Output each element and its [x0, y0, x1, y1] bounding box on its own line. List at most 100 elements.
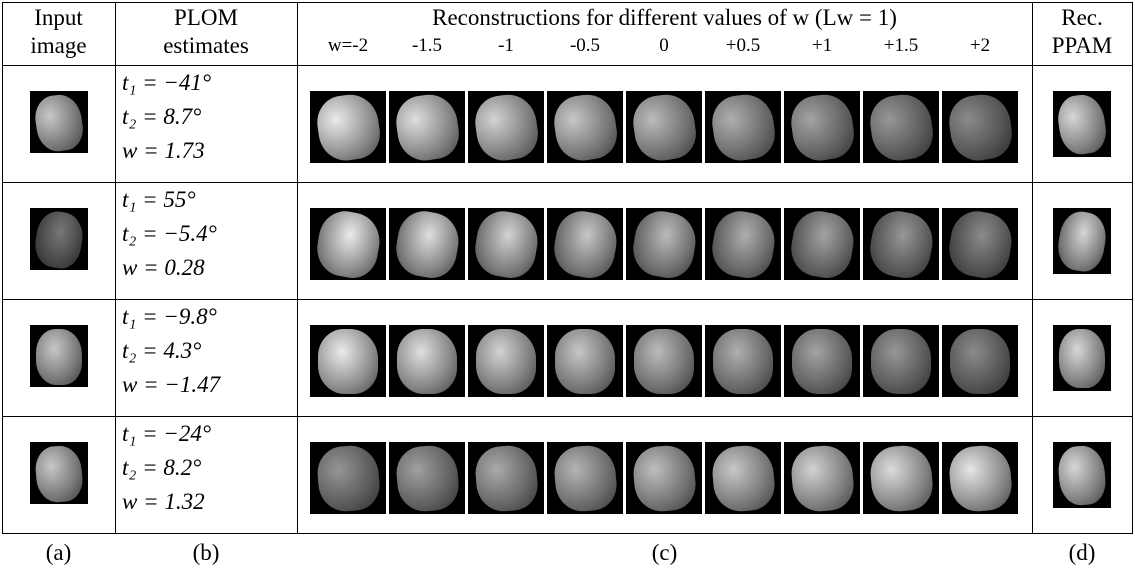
face: [786, 208, 858, 280]
estimate: t₁ = −9.8°: [122, 304, 217, 329]
estimate: t₂ = −5.4°: [122, 221, 217, 246]
column-rule: [1032, 2, 1033, 533]
face: [788, 443, 856, 514]
face: [470, 208, 542, 280]
face: [32, 91, 86, 153]
estimate: t₁ = −41°: [122, 70, 212, 95]
face-image: [705, 442, 781, 514]
face-image: [310, 325, 386, 397]
header-text: Input: [34, 5, 83, 30]
header-text: Reconstructions for different values of …: [432, 5, 897, 30]
face-image: [547, 91, 623, 163]
face-image: [30, 208, 88, 270]
face-image: [784, 91, 860, 163]
estimate: t₂ = 4.3°: [122, 338, 202, 363]
face: [949, 329, 1011, 395]
row-rule: [2, 416, 1133, 417]
face: [708, 91, 778, 163]
face-image: [547, 208, 623, 280]
face-image: [626, 442, 702, 514]
face-image: [784, 442, 860, 514]
face-image: [863, 208, 939, 280]
face-image: [784, 208, 860, 280]
w-label: +2: [969, 35, 991, 56]
row-rule: [2, 65, 1133, 66]
face-image: [626, 325, 702, 397]
estimate: w = 1.32: [122, 489, 205, 514]
face: [396, 329, 458, 395]
header-text: PLOM: [174, 5, 238, 30]
face-image: [547, 325, 623, 397]
row-rule: [2, 299, 1133, 300]
face: [549, 208, 621, 280]
face: [1058, 328, 1106, 389]
face-image: [30, 325, 88, 387]
w-label: +1: [811, 35, 833, 56]
face: [313, 91, 383, 163]
face: [865, 208, 937, 280]
w-label: -0.5: [569, 35, 601, 56]
face: [472, 443, 540, 514]
column-rule: [115, 2, 116, 533]
face: [317, 329, 379, 395]
face: [944, 208, 1016, 280]
face-image: [1053, 91, 1111, 157]
face: [866, 91, 936, 163]
face: [554, 329, 616, 395]
row-rule: [2, 2, 1133, 3]
face: [712, 329, 774, 395]
column-rule: [2, 2, 3, 533]
face-image: [784, 325, 860, 397]
face-image: [705, 91, 781, 163]
face: [630, 443, 698, 514]
face: [391, 208, 463, 280]
face: [707, 208, 779, 280]
face: [1056, 444, 1108, 508]
face: [33, 443, 85, 504]
column-rule: [297, 2, 298, 533]
face: [633, 329, 695, 395]
face-image: [310, 442, 386, 514]
face: [392, 91, 462, 163]
panel-label: (d): [1068, 540, 1096, 565]
face-image: [310, 91, 386, 163]
face: [1053, 208, 1110, 274]
w-label: +1.5: [883, 35, 919, 56]
panel-label: (b): [192, 540, 220, 565]
face: [35, 328, 83, 385]
face: [787, 91, 857, 163]
row-rule: [2, 182, 1133, 183]
face: [945, 91, 1015, 163]
face-image: [468, 208, 544, 280]
estimate: t₁ = 55°: [122, 187, 196, 212]
face: [1054, 92, 1110, 157]
face-image: [705, 208, 781, 280]
face: [628, 208, 700, 280]
face-image: [942, 442, 1018, 514]
face-image: [1053, 325, 1111, 391]
face-image: [705, 325, 781, 397]
face: [791, 329, 853, 395]
face-image: [389, 442, 465, 514]
face-image: [468, 442, 544, 514]
face: [393, 443, 461, 514]
face: [870, 329, 932, 395]
face: [867, 443, 935, 514]
face: [551, 443, 619, 514]
face-image: [863, 91, 939, 163]
column-rule: [1132, 2, 1133, 533]
estimate: t₁ = −24°: [122, 421, 212, 446]
face-image: [389, 208, 465, 280]
face-image: [468, 325, 544, 397]
w-label: -1.5: [411, 35, 443, 56]
face-image: [942, 208, 1018, 280]
estimate: t₂ = 8.7°: [122, 104, 202, 129]
face-image: [1053, 442, 1111, 508]
face-image: [626, 208, 702, 280]
face-image: [389, 325, 465, 397]
face: [550, 91, 620, 163]
w-label: +0.5: [725, 35, 761, 56]
face: [946, 443, 1014, 514]
face: [629, 91, 699, 163]
face: [475, 329, 537, 395]
